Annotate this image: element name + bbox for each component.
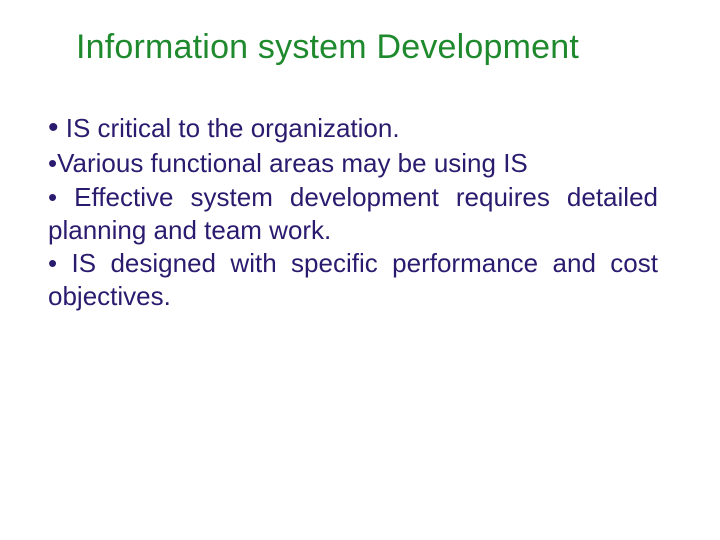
slide-body: • IS critical to the organization. •Vari… bbox=[48, 109, 658, 314]
bullet-item: • IS designed with specific performance … bbox=[48, 248, 658, 311]
bullet-text: IS critical to the organization. bbox=[59, 113, 400, 143]
slide-title: Information system Development bbox=[76, 28, 672, 67]
bullet-item: • IS critical to the organization. bbox=[48, 109, 658, 147]
bullet-item: •Various functional areas may be using I… bbox=[48, 148, 528, 178]
slide: Information system Development • IS crit… bbox=[0, 0, 720, 540]
bullet-icon: • bbox=[48, 111, 59, 144]
bullet-item: • Effective system development requires … bbox=[48, 182, 658, 245]
